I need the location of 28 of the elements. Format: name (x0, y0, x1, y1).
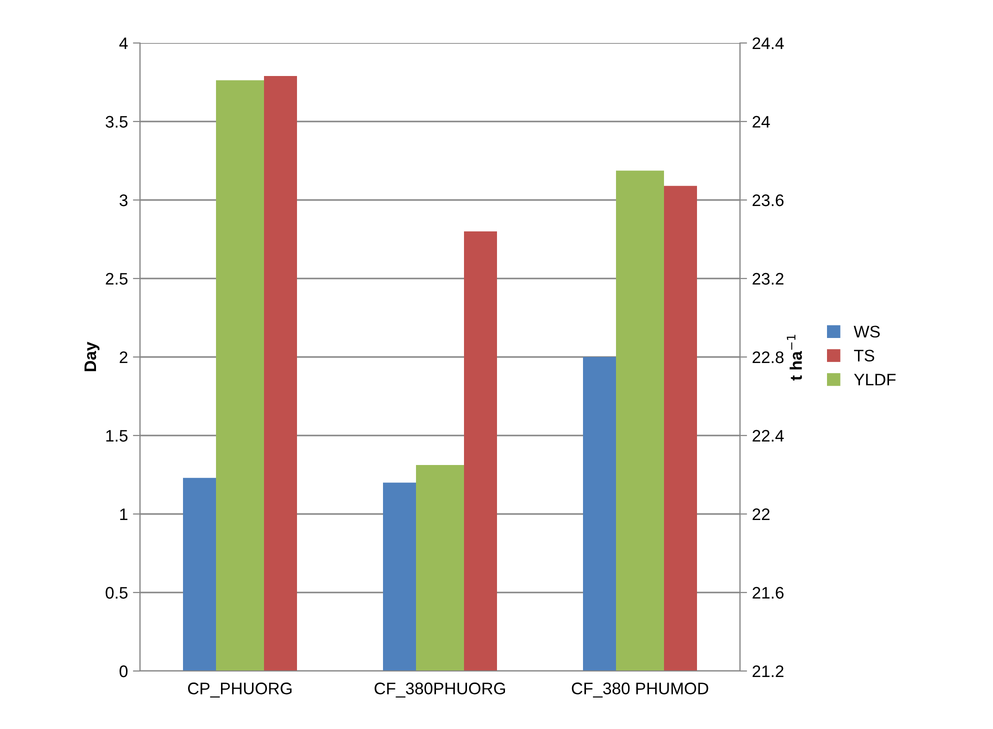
y2-tick-label: 22.4 (752, 430, 784, 442)
y-tick-label: 3 (120, 194, 128, 206)
y-tick-label: 2 (120, 351, 128, 364)
y-tick-label: 4 (119, 38, 128, 50)
y2-tick-label: 24.4 (752, 37, 784, 50)
y-tick-label: 1.5 (106, 430, 128, 442)
y2-tick-label: 24 (752, 116, 770, 128)
y2-tick-label: 21.2 (752, 665, 784, 678)
y2-tick-label: 23.2 (752, 272, 784, 285)
y-tick-label: 0.5 (106, 586, 128, 599)
y-tick-label: 1 (120, 508, 128, 520)
y2-tick-label: 21.6 (752, 586, 784, 599)
bar (464, 231, 497, 671)
y2-axis-title: t ha$^{−1}$ (786, 334, 802, 381)
y-axis-title: Day (84, 342, 100, 372)
y-tick-label: 0 (120, 665, 128, 678)
y-tick-label: 2.5 (106, 272, 128, 285)
x-tick-label: CF_380PHUORG (374, 682, 505, 698)
y2-tick-label: 22.8 (752, 351, 784, 364)
legend-label: WS (854, 326, 880, 338)
x-tick-label: CF_380 PHUMOD (572, 682, 708, 698)
y2-tick-label: 23.6 (752, 194, 784, 206)
legend-label: YLDF (854, 374, 896, 386)
y-tick-label: 3.5 (106, 116, 128, 128)
bar (183, 478, 216, 671)
x-tick-label: CP_PHUORG (188, 682, 292, 698)
y2-tick-label: 22 (752, 508, 770, 520)
legend-label: TS (854, 350, 874, 362)
